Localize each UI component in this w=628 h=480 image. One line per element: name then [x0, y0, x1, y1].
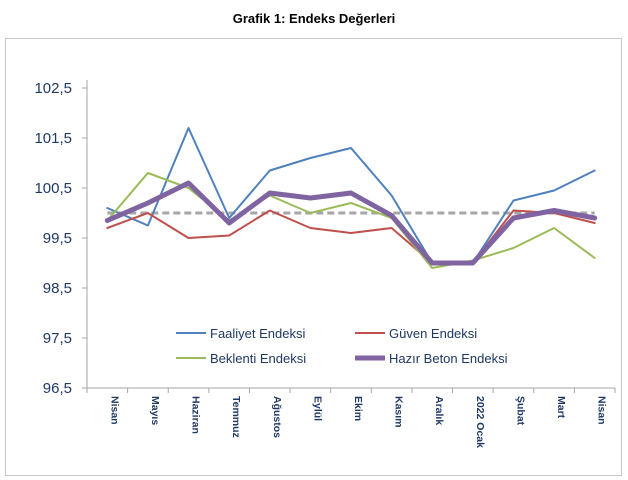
y-tick-label: 99,5 — [43, 230, 72, 247]
x-tick-label: Ekim — [352, 396, 364, 421]
x-tick-label: Ağustos — [271, 396, 283, 438]
legend-label: Beklenti Endeksi — [210, 351, 306, 366]
chart-frame — [5, 38, 622, 476]
x-tick-label: Nisan — [108, 396, 120, 425]
x-tick-label: Haziran — [190, 396, 202, 434]
legend: Faaliyet Endeksi Güven Endeksi Beklenti En… — [176, 326, 508, 366]
x-tick-label: Şubat — [514, 396, 526, 426]
x-tick-label: Eylül — [311, 396, 323, 421]
series-line-3 — [106, 172, 596, 269]
x-tick-label: 2022 Ocak — [474, 396, 486, 448]
y-tick-label: 100,5 — [34, 180, 72, 197]
y-tick-label: 98,5 — [43, 280, 72, 297]
series-line-1 — [106, 127, 596, 264]
x-tick-label: Nisan — [596, 396, 608, 425]
series-layer — [104, 127, 598, 269]
y-tick-label: 97,5 — [43, 330, 72, 347]
y-tick-label: 101,5 — [34, 130, 72, 147]
x-tick-label: Kasım — [393, 396, 405, 428]
y-tick-label: 96,5 — [43, 380, 72, 397]
x-tick-label: Mart — [555, 396, 567, 419]
x-tick-label: Mayıs — [149, 396, 161, 425]
series-line-2 — [106, 209, 596, 264]
legend-label: Hazır Beton Endeksi — [389, 351, 508, 366]
x-tick-label: Aralık — [433, 396, 445, 425]
series-line-4 — [104, 180, 598, 266]
legend-label: Faaliyet Endeksi — [210, 326, 305, 341]
y-tick-label: 102,5 — [34, 80, 72, 97]
legend-label: Güven Endeksi — [389, 326, 477, 341]
x-tick-label: Temmuz — [230, 396, 242, 438]
chart-title: Grafik 1: Endeks Değerleri — [232, 11, 396, 26]
axes: 102,5 101,5 100,5 99,5 98,5 97,5 96,5 Nisan Mayı… — [34, 80, 616, 448]
